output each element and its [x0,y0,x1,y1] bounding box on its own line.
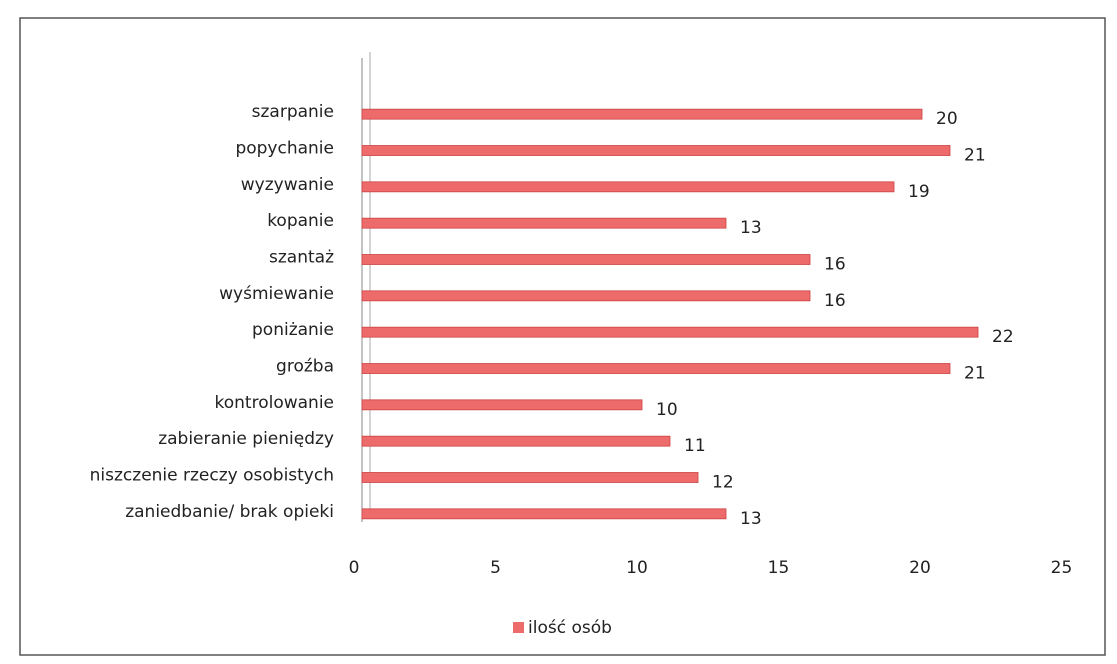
value-label: 11 [684,436,706,456]
x-tick-label: 25 [1051,558,1073,578]
x-tick-label: 5 [490,558,501,578]
bar [361,435,671,447]
value-label: 21 [964,364,986,384]
value-label: 22 [992,327,1014,347]
bar [361,363,951,374]
x-tick-label: 10 [626,558,648,578]
y-tick-label: kopanie [267,211,334,231]
value-label: 12 [712,473,734,493]
bar [361,145,951,156]
bar [361,326,979,338]
x-tick-label: 15 [768,558,790,578]
y-tick-label: poniżanie [252,320,334,340]
y-tick-label: groźba [276,357,334,377]
bar [361,508,727,520]
value-label: 21 [964,146,986,166]
value-label: 13 [740,509,762,529]
y-tick-label: kontrolowanie [215,393,335,413]
y-tick-label: popychanie [235,139,334,159]
value-label: 20 [936,109,958,129]
bar [361,181,895,193]
value-label: 13 [740,218,762,238]
bar [361,108,923,120]
y-tick-label: szantaż [269,248,334,268]
bar [361,399,643,411]
value-label: 16 [824,255,846,275]
legend-label: ilość osób [528,618,612,638]
value-label: 16 [824,291,846,311]
x-tick-label: 0 [349,558,360,578]
y-tick-label: wyśmiewanie [219,284,334,304]
bar [361,472,699,483]
bar [361,217,727,229]
legend-swatch [513,622,524,633]
bar [361,290,811,302]
bar [361,254,811,265]
y-tick-label: zabieranie pieniędzy [158,429,334,449]
y-tick-label: szarpanie [252,102,334,122]
y-tick-label: niszczenie rzeczy osobistych [90,466,334,486]
x-tick-label: 20 [909,558,931,578]
y-tick-label: zaniedbanie/ brak opieki [125,502,334,522]
y-tick-label: wyzywanie [241,175,334,195]
value-label: 19 [908,182,930,202]
value-label: 10 [656,400,678,420]
